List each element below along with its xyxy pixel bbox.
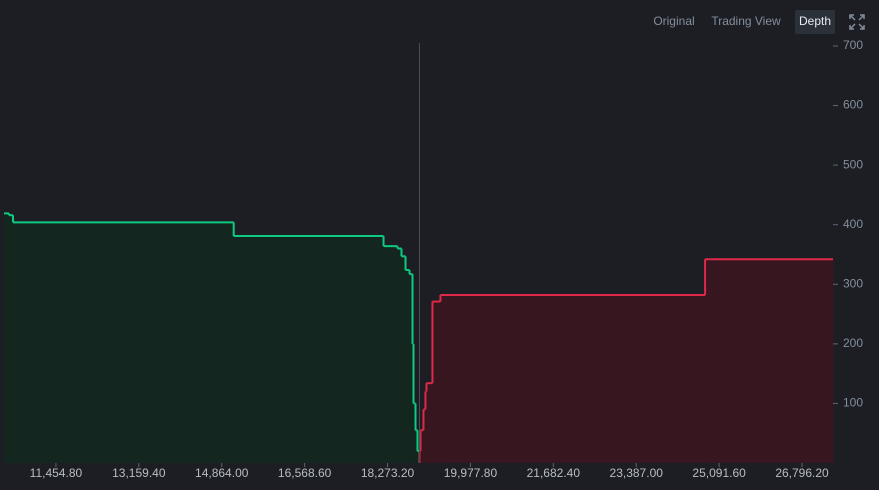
- plot: [4, 43, 834, 463]
- depth-area: [423, 409, 426, 463]
- depth-area: [420, 430, 424, 463]
- depth-area: [425, 391, 427, 463]
- depth-area: [409, 274, 414, 463]
- x-tick-label: 11,454.80: [30, 466, 83, 480]
- y-tick-label: 200: [843, 336, 863, 350]
- depth-area: [405, 269, 411, 463]
- depth-area: [432, 301, 441, 463]
- x-tick-label: 19,977.80: [444, 466, 498, 480]
- depth-area: [426, 383, 433, 463]
- y-tick-label: 100: [843, 396, 863, 410]
- depth-area: [413, 403, 416, 463]
- depth-area: [4, 213, 10, 463]
- y-tick-label: 600: [843, 98, 863, 112]
- y-tick-label: 400: [843, 217, 863, 231]
- y-tick-label: 700: [843, 38, 863, 52]
- view-option[interactable]: Trading View: [711, 14, 781, 28]
- view-option[interactable]: Original: [653, 14, 694, 28]
- depth-area: [705, 259, 834, 463]
- depth-area: [233, 236, 385, 463]
- x-tick-label: 23,387.00: [610, 466, 664, 480]
- x-tick-label: 21,682.40: [527, 466, 581, 480]
- expand-glyph: [849, 14, 865, 30]
- fullscreen-icon[interactable]: [849, 14, 865, 30]
- depth-area: [12, 222, 235, 463]
- x-tick-label: 26,796.20: [775, 466, 829, 480]
- x-tick-label: 14,864.00: [195, 466, 249, 480]
- depth-area: [440, 295, 706, 463]
- x-tick-label: 13,159.40: [112, 466, 166, 480]
- depth-area: [9, 215, 14, 463]
- x-tick-label: 18,273.20: [361, 466, 415, 480]
- depth-area: [397, 248, 402, 463]
- depth-area: [401, 256, 407, 463]
- x-tick-label: 16,568.60: [278, 466, 332, 480]
- x-tick-label: 25,091.60: [692, 466, 746, 480]
- view-option[interactable]: Depth: [799, 14, 831, 28]
- depth-area: [383, 246, 398, 463]
- active-view-bg: [795, 10, 835, 34]
- y-tick-label: 500: [843, 157, 863, 171]
- y-tick-label: 300: [843, 276, 863, 290]
